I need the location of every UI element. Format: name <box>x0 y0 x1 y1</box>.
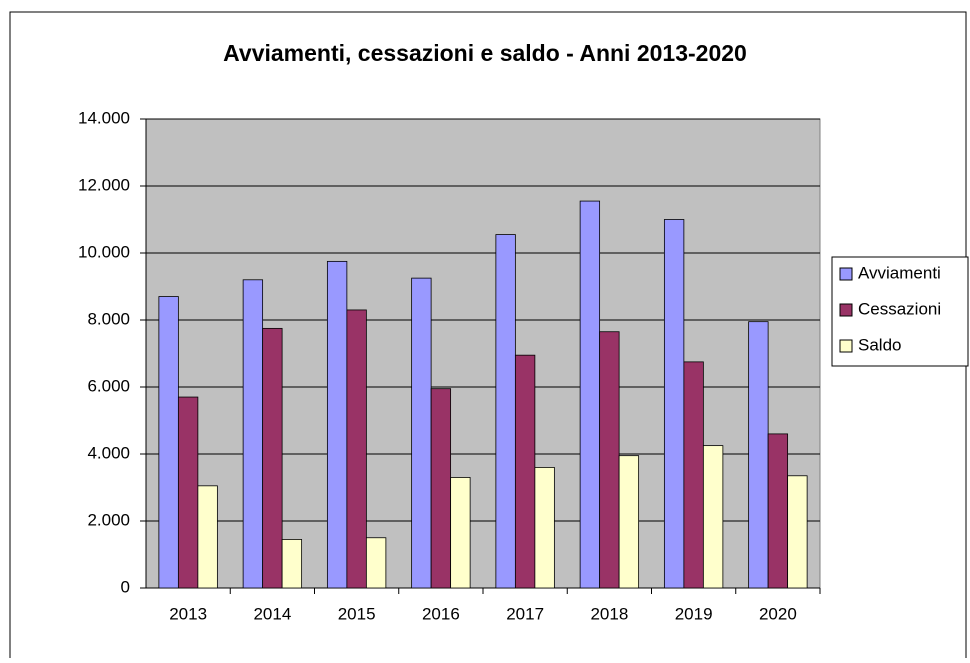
bar <box>177 396 199 589</box>
bar <box>346 309 367 589</box>
bar <box>430 388 452 589</box>
y-tick-label: 10.000 <box>78 242 130 261</box>
bar <box>242 279 264 589</box>
legend-swatch <box>839 303 853 317</box>
legend-box <box>831 256 969 367</box>
x-tick-label: 2014 <box>253 604 291 623</box>
bar <box>450 477 471 589</box>
bar <box>748 321 769 589</box>
x-tick-label: 2013 <box>169 604 207 623</box>
y-tick-label: 8.000 <box>87 309 130 328</box>
bar <box>534 466 555 589</box>
bar <box>663 219 685 589</box>
legend-label: Saldo <box>858 335 901 354</box>
bar <box>514 354 536 589</box>
bar <box>365 537 387 589</box>
bar <box>411 277 432 589</box>
y-tick-label: 6.000 <box>87 376 130 395</box>
bar <box>197 485 218 589</box>
bar <box>599 331 620 589</box>
bar <box>618 455 640 589</box>
y-tick-label: 14.000 <box>78 108 130 127</box>
y-tick-label: 2.000 <box>87 510 130 529</box>
x-tick-label: 2018 <box>590 604 628 623</box>
bar <box>326 260 348 589</box>
x-tick-label: 2020 <box>759 604 797 623</box>
x-tick-label: 2017 <box>506 604 544 623</box>
bar <box>495 234 516 589</box>
bar <box>702 445 724 589</box>
y-tick-label: 12.000 <box>78 175 130 194</box>
legend-label: Cessazioni <box>858 299 941 318</box>
bar <box>262 327 283 589</box>
bar <box>281 539 303 589</box>
x-tick-label: 2015 <box>338 604 376 623</box>
chart-title: Avviamenti, cessazioni e saldo - Anni 20… <box>223 40 747 66</box>
x-tick-label: 2019 <box>675 604 713 623</box>
y-tick-label: 0 <box>121 577 130 596</box>
legend-swatch <box>839 339 853 353</box>
bar <box>683 361 704 589</box>
x-tick-label: 2016 <box>422 604 460 623</box>
legend-swatch <box>839 267 853 281</box>
bar <box>158 296 179 589</box>
bar <box>767 433 789 589</box>
y-tick-label: 4.000 <box>87 443 130 462</box>
legend-label: Avviamenti <box>858 263 941 282</box>
bar <box>787 475 808 589</box>
bar <box>579 200 601 589</box>
